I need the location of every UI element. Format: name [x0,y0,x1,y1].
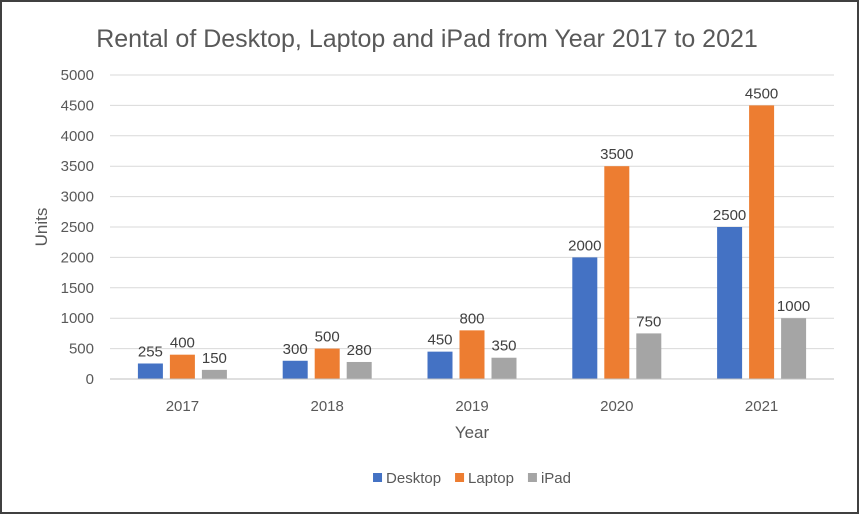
data-label: 350 [491,338,516,355]
legend-swatch-ipad [527,473,537,482]
y-tick-label: 1500 [61,280,94,297]
bar-ipad-2021 [781,318,807,379]
data-label: 500 [315,329,340,346]
data-label: 400 [170,335,195,352]
gridlines [110,74,834,350]
bar-laptop-2019 [459,330,485,379]
bar-ipad-2020 [636,333,662,379]
y-tick-label: 4000 [61,128,94,145]
data-label: 255 [138,343,163,360]
data-label: 280 [347,342,372,359]
data-label: 800 [459,310,484,327]
bar-ipad-2017 [201,369,227,379]
data-label: 150 [202,350,227,367]
x-tick-label: 2017 [166,398,199,415]
data-label: 3500 [600,146,633,163]
legend-label-desktop: Desktop [386,470,441,487]
legend-label-ipad: iPad [541,470,571,487]
bar-laptop-2021 [749,105,775,380]
bar-laptop-2017 [169,354,195,379]
legend: Desktop Laptop iPad [373,470,571,487]
data-label: 2500 [713,207,746,224]
data-label: 300 [283,341,308,358]
bar-desktop-2017 [137,363,163,379]
y-tick-label: 1000 [61,310,94,327]
x-tick-label: 2018 [311,398,344,415]
bar-desktop-2019 [427,351,453,379]
y-tick-label: 2500 [61,219,94,236]
y-tick-label: 0 [86,371,94,388]
x-tick-label: 2021 [745,398,778,415]
y-axis-ticks: 0 500 1000 1500 2000 2500 3000 3500 4000 4500 5000 [61,67,94,388]
bar-laptop-2018 [314,348,340,379]
bars [137,105,807,380]
y-tick-label: 3500 [61,158,94,175]
data-label: 4500 [745,85,778,102]
x-axis-ticks: 2017 2018 2019 2020 2021 [166,398,779,415]
legend-label-laptop: Laptop [468,470,514,487]
bar-desktop-2020 [572,257,598,379]
x-tick-label: 2020 [600,398,633,415]
data-label: 1000 [777,298,810,315]
data-labels: 255 400 150 300 500 280 450 800 350 2000 3500 750 25… [138,85,810,366]
y-tick-label: 2000 [61,249,94,266]
x-tick-label: 2019 [455,398,488,415]
y-tick-label: 4500 [61,97,94,114]
y-tick-label: 3000 [61,189,94,206]
data-label: 2000 [568,237,601,254]
bar-desktop-2018 [282,360,308,379]
bar-laptop-2020 [604,166,630,379]
bar-ipad-2018 [346,361,372,379]
legend-swatch-laptop [455,473,465,482]
data-label: 450 [427,332,452,349]
y-tick-label: 500 [69,341,94,358]
x-axis-title: Year [455,423,490,442]
y-tick-label: 5000 [61,67,94,84]
chart-title: Rental of Desktop, Laptop and iPad from … [96,25,758,53]
legend-swatch-desktop [373,473,383,482]
bar-desktop-2021 [717,227,743,379]
bar-ipad-2019 [491,357,517,379]
y-axis-title: Units [32,208,51,247]
data-label: 750 [636,313,661,330]
